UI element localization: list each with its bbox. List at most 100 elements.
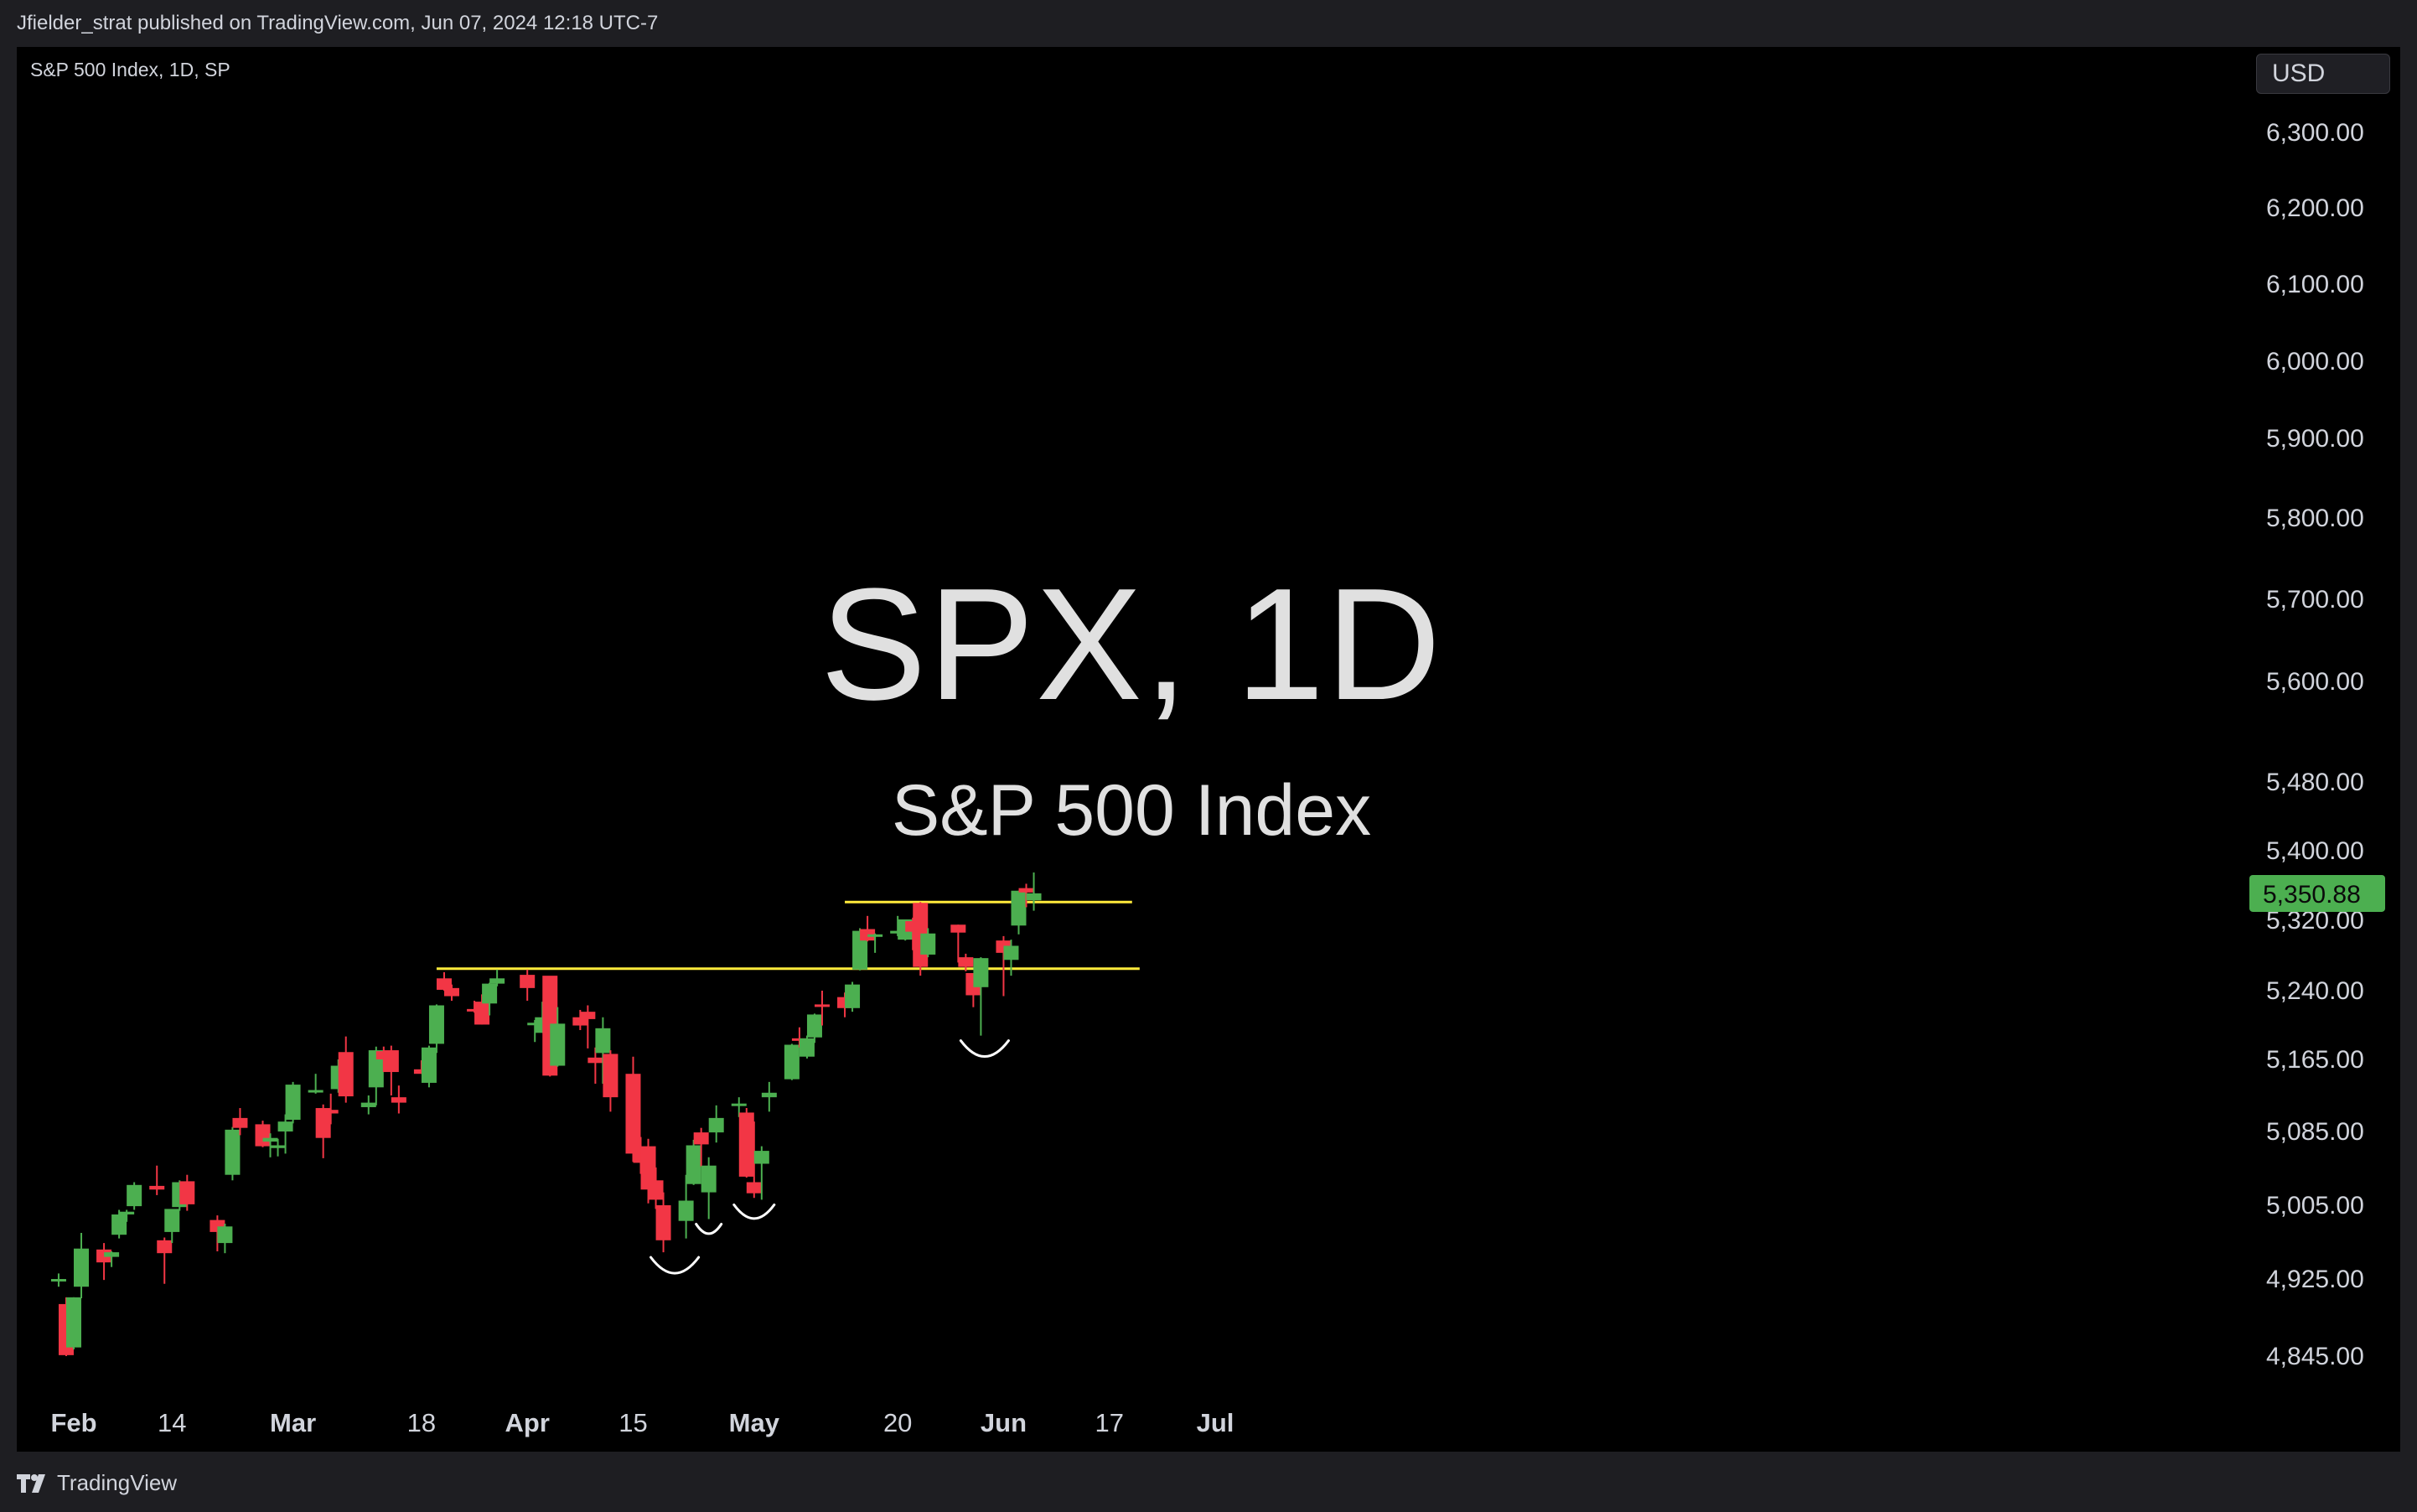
candle[interactable]	[708, 1105, 724, 1143]
candle[interactable]	[527, 1019, 543, 1043]
candle[interactable]	[738, 1108, 754, 1178]
annotation-curve-3[interactable]	[732, 1203, 776, 1220]
candle[interactable]	[640, 1138, 656, 1204]
candle[interactable]	[467, 1001, 483, 1013]
candle-body	[890, 930, 906, 934]
candle[interactable]	[814, 991, 830, 1026]
candle[interactable]	[474, 994, 490, 1025]
candle[interactable]	[580, 1005, 596, 1049]
candle[interactable]	[701, 1157, 717, 1219]
candle[interactable]	[436, 971, 452, 991]
candle[interactable]	[50, 1273, 66, 1287]
symbol-legend[interactable]: S&P 500 Index, 1D, SP	[30, 59, 230, 80]
candle[interactable]	[845, 981, 861, 1012]
candle[interactable]	[104, 1251, 120, 1267]
chart-frame[interactable]	[17, 47, 2400, 1452]
candle[interactable]	[625, 1056, 641, 1162]
candle[interactable]	[784, 1043, 800, 1080]
candle[interactable]	[806, 1013, 822, 1043]
annotation-curve-1[interactable]	[650, 1256, 701, 1275]
candle[interactable]	[383, 1045, 399, 1095]
candle[interactable]	[1011, 890, 1027, 935]
candle[interactable]	[96, 1243, 112, 1281]
candle[interactable]	[179, 1174, 195, 1211]
candle[interactable]	[791, 1027, 807, 1048]
candle[interactable]	[761, 1081, 777, 1112]
candle[interactable]	[157, 1237, 173, 1284]
currency-selector[interactable]: USD	[2256, 54, 2390, 94]
candle[interactable]	[746, 1121, 762, 1199]
candle[interactable]	[1018, 883, 1034, 908]
candle[interactable]	[920, 928, 936, 958]
candle[interactable]	[391, 1085, 406, 1114]
candle[interactable]	[255, 1121, 271, 1147]
candle-body	[74, 1248, 90, 1287]
candle[interactable]	[1003, 940, 1019, 976]
candle[interactable]	[520, 969, 536, 1002]
candle[interactable]	[799, 1035, 815, 1059]
candle[interactable]	[950, 924, 966, 963]
candle[interactable]	[1026, 872, 1042, 911]
candle[interactable]	[262, 1133, 278, 1157]
candle[interactable]	[149, 1165, 165, 1195]
candle[interactable]	[225, 1126, 241, 1181]
candle[interactable]	[678, 1174, 694, 1239]
candle[interactable]	[421, 1045, 437, 1088]
candle-body	[701, 1165, 717, 1193]
candle[interactable]	[996, 935, 1012, 997]
candle[interactable]	[74, 1233, 90, 1298]
candle[interactable]	[308, 1074, 323, 1094]
footer-bar	[0, 1452, 2417, 1512]
candle[interactable]	[232, 1108, 248, 1136]
candle[interactable]	[482, 982, 498, 1016]
time-tick-label: 18	[407, 1408, 436, 1437]
candle[interactable]	[686, 1139, 701, 1185]
candle[interactable]	[277, 1114, 293, 1154]
candle[interactable]	[550, 1007, 566, 1067]
candle[interactable]	[375, 1046, 391, 1073]
candle[interactable]	[655, 1192, 671, 1253]
candle[interactable]	[413, 1060, 429, 1074]
candle[interactable]	[285, 1081, 301, 1124]
candle[interactable]	[731, 1097, 747, 1117]
candle[interactable]	[428, 1004, 444, 1054]
candle[interactable]	[603, 1050, 618, 1112]
candle[interactable]	[958, 953, 974, 971]
candle[interactable]	[595, 1017, 611, 1085]
candle[interactable]	[444, 984, 459, 1002]
candle[interactable]	[973, 957, 989, 1036]
candle[interactable]	[489, 969, 505, 986]
candle[interactable]	[587, 1047, 603, 1085]
candle[interactable]	[648, 1167, 664, 1209]
candle[interactable]	[338, 1036, 354, 1103]
price-tick-label: 5,240.00	[2266, 977, 2364, 1005]
candle-body	[489, 978, 505, 984]
candles	[50, 872, 1042, 1356]
candle[interactable]	[572, 1009, 588, 1031]
candle-body	[232, 1117, 248, 1128]
candle[interactable]	[315, 1104, 331, 1158]
tradingview-logo[interactable]: TradingView	[17, 1470, 177, 1496]
candle[interactable]	[890, 915, 906, 936]
candle[interactable]	[693, 1127, 709, 1167]
candle[interactable]	[753, 1146, 769, 1200]
time-tick-label: 14	[158, 1408, 186, 1437]
time-tick-label: Jul	[1197, 1408, 1234, 1437]
candle[interactable]	[323, 1093, 339, 1125]
annotation-curve-4[interactable]	[959, 1039, 1010, 1059]
candle[interactable]	[867, 933, 883, 953]
candle[interactable]	[860, 915, 876, 942]
candle[interactable]	[119, 1209, 135, 1222]
candle[interactable]	[111, 1209, 127, 1239]
candle[interactable]	[270, 1138, 286, 1157]
annotation-curve-2[interactable]	[695, 1223, 723, 1235]
watermark-subtitle: S&P 500 Index	[891, 770, 1372, 851]
candle-body	[368, 1050, 384, 1088]
candle[interactable]	[360, 1095, 376, 1115]
candle[interactable]	[368, 1046, 384, 1106]
candle[interactable]	[164, 1209, 180, 1244]
candle[interactable]	[217, 1224, 233, 1254]
candle[interactable]	[66, 1297, 81, 1349]
candle[interactable]	[127, 1182, 142, 1210]
